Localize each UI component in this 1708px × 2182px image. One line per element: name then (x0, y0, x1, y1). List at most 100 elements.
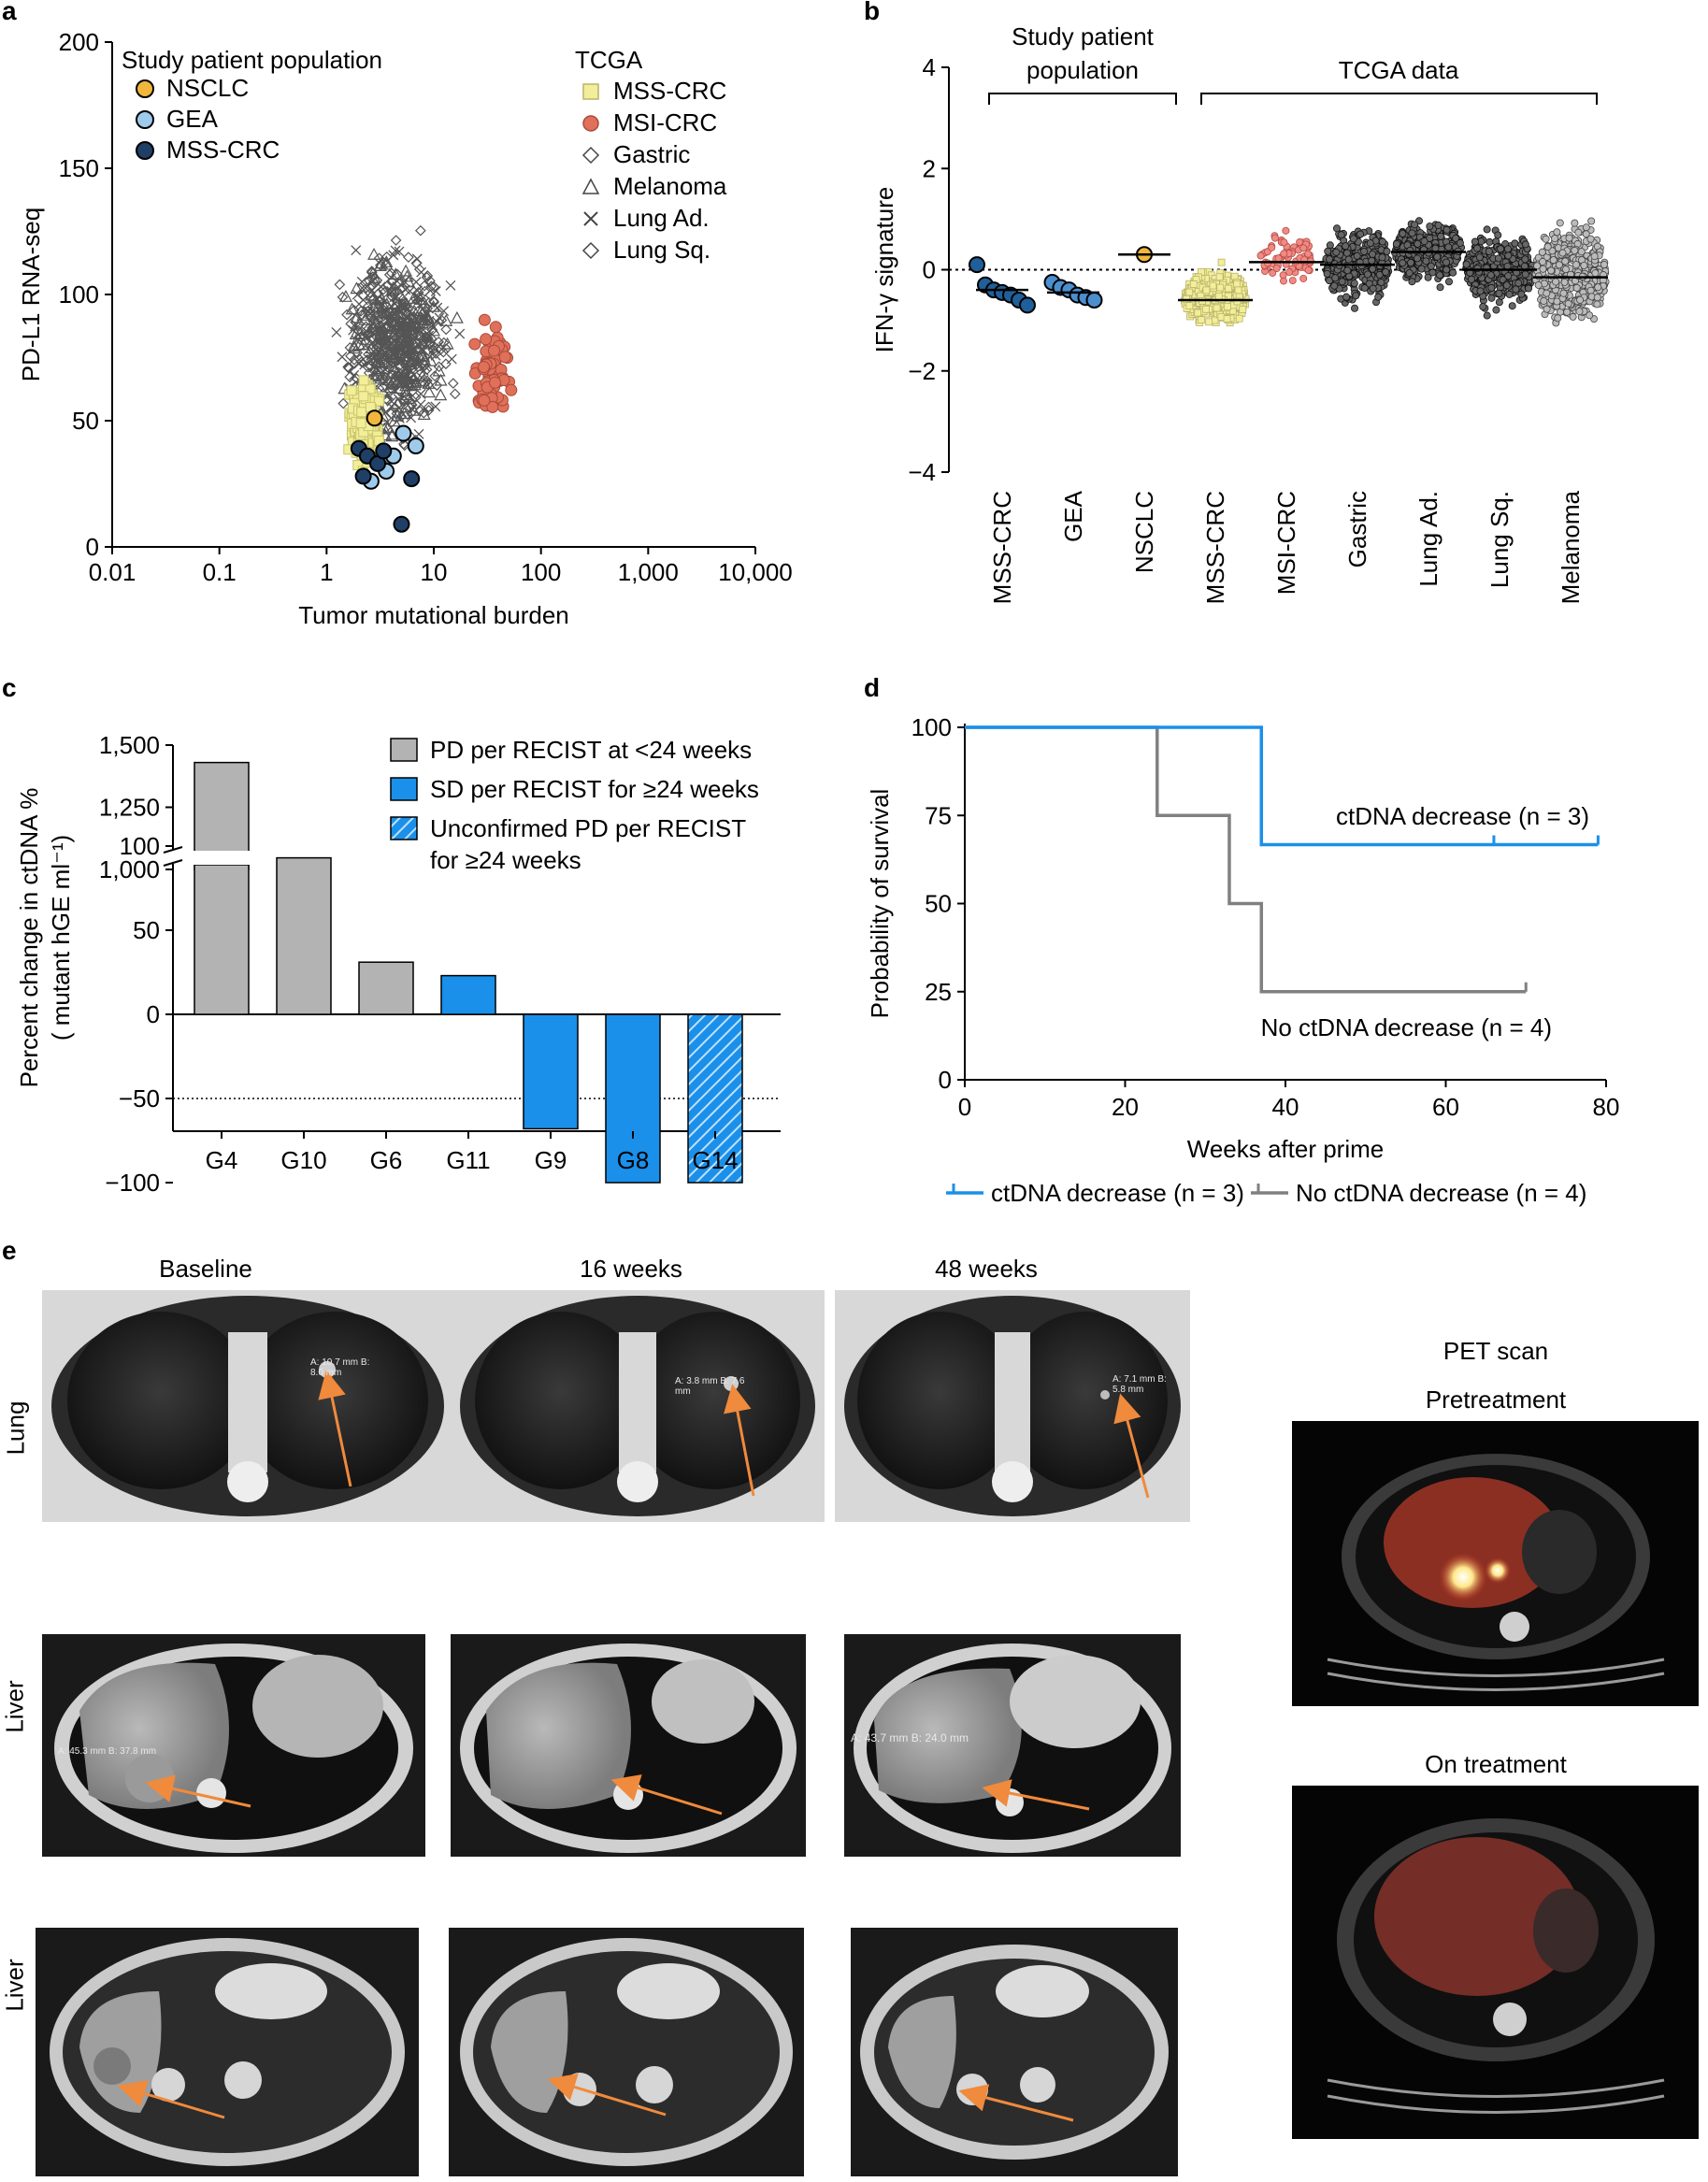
panel-b-swarm-point (1485, 247, 1493, 255)
panel-a-legend-marker (581, 178, 600, 194)
ct-liver-lower-48-weeks (851, 1928, 1178, 2176)
panel-a-tcga-marker-x (413, 324, 424, 335)
panel-a-tcga-marker-diamond (367, 365, 380, 376)
panel-b-category-label: MSS-CRC (1201, 491, 1229, 604)
panel-b-swarm-point (1411, 221, 1419, 229)
panel-b-swarm-point (1342, 242, 1350, 251)
panel-b-y-tick-label: 2 (923, 154, 936, 182)
panel-b-swarm-point (1431, 244, 1440, 252)
panel-b-swarm-point (1476, 287, 1485, 295)
panel-a-tcga-marker-x (349, 369, 360, 380)
panel-a-tcga-marker-diamond (449, 388, 461, 400)
panel-b-swarm-point (1521, 270, 1529, 279)
panel-b-swarm-point (1593, 300, 1601, 309)
pet-scan-on-treatment (1292, 1786, 1699, 2139)
panel-b-swarm-point (1282, 226, 1290, 235)
panel-a-tcga-cloud (331, 224, 518, 477)
panel-a-tcga-marker-triangle (404, 309, 418, 323)
panel-a-tcga-marker-diamond (363, 275, 375, 287)
ct-liver-baseline (42, 1634, 425, 1857)
panel-b-swarm-point (1543, 305, 1551, 313)
panel-a-tcga-marker-triangle (440, 337, 454, 350)
panel-b-swarm-point (1586, 311, 1594, 320)
panel-b-swarm-point (1323, 269, 1331, 278)
col-title-16-weeks: 16 weeks (580, 1255, 682, 1283)
panel-a-tcga-marker-diamond (341, 309, 352, 321)
panel-b-swarm-point (1449, 268, 1457, 277)
panel-b-category-label: MSI-CRC (1272, 491, 1300, 595)
panel-b-swarm-point (1189, 280, 1198, 288)
panel-b-swarm-point (1333, 224, 1342, 233)
panel-a-tcga-marker-x (423, 303, 434, 314)
panel-b-swarm-point (1194, 309, 1202, 317)
panel-b-swarm-point (1554, 314, 1562, 323)
panel-c-break-mark (163, 846, 183, 854)
panel-a-tcga-marker-diamond (349, 357, 361, 369)
panel-a-legend-label: MSI-CRC (613, 108, 717, 136)
panel-a-tcga-marker-diamond (381, 309, 393, 321)
panel-b-swarm-point (1422, 257, 1430, 266)
panel-b-swarm-point (1214, 293, 1223, 301)
panel-b-swarm-point (1483, 311, 1491, 320)
panel-b-swarm-point (1552, 278, 1560, 286)
panel-a-tcga-marker-diamond (375, 358, 386, 370)
panel-a-tcga-marker-diamond (414, 331, 425, 342)
panel-b-swarm-point (1462, 260, 1471, 268)
panel-a-legend-marker (136, 79, 154, 98)
panel-b-swarm-point (1332, 248, 1341, 256)
panel-label-c: c (2, 673, 17, 702)
panel-b-swarm-point (1587, 217, 1596, 225)
panel-b-swarm-point (1434, 221, 1442, 229)
panel-b-swarm-point (1571, 219, 1579, 227)
panel-a-legend-marker (581, 241, 600, 260)
panel-b-swarm-point (1426, 223, 1434, 231)
panel-b-swarm-point (1350, 280, 1358, 288)
panel-a-tcga-marker-triangle (400, 269, 414, 282)
ct-liver-lower-baseline (36, 1928, 419, 2176)
panel-a-tcga-marker-diamond (355, 356, 367, 368)
panel-a-tcga-marker-diamond (345, 351, 356, 362)
panel-b-swarm-point (1442, 266, 1451, 274)
panel-b-swarm-point (1444, 278, 1453, 286)
panel-b-bracket-tcga (1200, 93, 1598, 105)
panel-b-swarm-point (1503, 262, 1512, 270)
panel-a-tcga-marker-diamond (392, 350, 403, 362)
ct-lung-48-weeks (835, 1290, 1190, 1522)
panel-b-swarm-gastric (1322, 224, 1393, 312)
panel-a-tcga-marker-x (432, 302, 443, 313)
panel-a-x-tick-label: 0.1 (203, 558, 237, 586)
panel-c-y-axis-label-2: ( mutant hGE ml⁻¹) (47, 835, 75, 1041)
panel-b-y-tick-label: 4 (923, 53, 936, 81)
panel-b-swarm-point (1304, 266, 1313, 274)
panel-a-tcga-marker-diamond (428, 281, 440, 293)
panel-a-legend-title-study: Study patient population (122, 46, 382, 74)
panel-b-swarm-point (1577, 248, 1586, 256)
panel-a-tcga-marker-mss-crc (373, 395, 384, 407)
panel-a-tcga-marker-x (394, 246, 405, 257)
panel-a-tcga-marker-msi-crc (486, 400, 499, 413)
panel-a-tcga-marker-diamond (353, 319, 366, 330)
panel-b-swarm-point (1378, 253, 1386, 262)
panel-c-y-tick-label: 0 (147, 1000, 160, 1028)
annotation-lung-baseline: A: 10.7 mm B: 8.0 mm (310, 1357, 370, 1378)
panel-a-tcga-marker-diamond (382, 280, 394, 292)
panel-a-tcga-marker-x (396, 355, 408, 366)
panel-b-swarm-point (1235, 314, 1243, 323)
panel-a-tcga-marker-diamond (366, 323, 378, 334)
panel-d-legend: ctDNA decrease (n = 3) No ctDNA decrease … (946, 1179, 1586, 1207)
panel-a-tcga-marker-msi-crc (489, 321, 502, 334)
panel-b-swarm-point (1543, 242, 1552, 251)
panel-c-bar-break (193, 851, 251, 865)
panel-c-category-label: G4 (206, 1146, 238, 1174)
panel-a-tcga-marker-triangle (408, 316, 422, 328)
panel-a-tcga-marker-triangle (408, 348, 422, 360)
panel-b-swarm-point (1405, 268, 1414, 277)
panel-b-swarm-point (1353, 251, 1361, 260)
panel-b-swarm-point (1565, 234, 1573, 242)
panel-b-swarm-point (1280, 238, 1288, 247)
panel-b-swarm-point (1352, 292, 1360, 300)
panel-a-study-point-gea (407, 438, 424, 454)
panel-b-swarm-point (1576, 295, 1585, 304)
panel-b-swarm-point (1256, 251, 1265, 260)
